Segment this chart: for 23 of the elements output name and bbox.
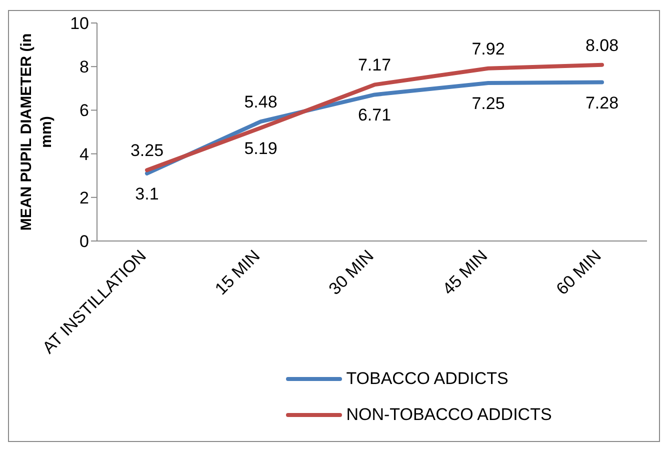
y-tick-label: 8 — [80, 58, 89, 77]
data-label: 5.19 — [244, 138, 278, 158]
data-label: 7.25 — [472, 94, 505, 113]
data-label: 7.92 — [472, 39, 505, 58]
data-label: 3.25 — [130, 141, 164, 160]
legend-label: TOBACCO ADDICTS — [346, 369, 508, 389]
y-tick-label: 0 — [80, 232, 89, 252]
y-tick-label: 10 — [70, 14, 89, 34]
legend-label: NON-TOBACCO ADDICTS — [346, 405, 552, 425]
x-tick-label: 45 MIN — [438, 246, 492, 299]
y-tick-label: 6 — [80, 101, 89, 120]
data-label: 7.28 — [585, 93, 619, 112]
y-tick-label: 2 — [80, 188, 89, 208]
x-tick-label: 60 MIN — [552, 246, 605, 299]
data-label: 8.08 — [585, 36, 619, 55]
data-label: 3.1 — [135, 184, 159, 204]
x-tick-label: 15 MIN — [211, 246, 264, 299]
y-axis-title: MEAN PUPIL DIAMETER (in mm) — [18, 33, 55, 231]
x-tick-label: 30 MIN — [325, 246, 378, 299]
data-label: 6.71 — [358, 106, 392, 125]
y-tick-label: 4 — [80, 144, 89, 164]
data-label: 7.17 — [358, 56, 392, 75]
data-label: 5.48 — [244, 92, 278, 112]
